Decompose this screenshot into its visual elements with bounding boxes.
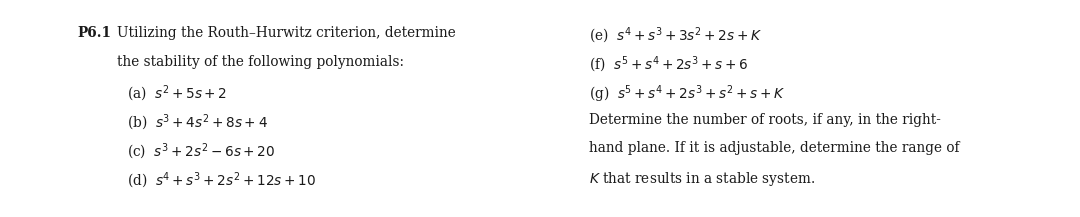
Text: (d)  $s^4 + s^3 + 2s^2 + 12s + 10$: (d) $s^4 + s^3 + 2s^2 + 12s + 10$ (127, 170, 316, 191)
Text: $K$ that results in a stable system.: $K$ that results in a stable system. (589, 170, 814, 188)
Text: Determine the number of roots, if any, in the right-: Determine the number of roots, if any, i… (589, 113, 941, 127)
Text: (b)  $s^3 + 4s^2 + 8s + 4$: (b) $s^3 + 4s^2 + 8s + 4$ (127, 113, 268, 133)
Text: (g)  $s^5 + s^4 + 2s^3 + s^2 + s + K$: (g) $s^5 + s^4 + 2s^3 + s^2 + s + K$ (589, 84, 785, 105)
Text: hand plane. If it is adjustable, determine the range of: hand plane. If it is adjustable, determi… (589, 141, 959, 156)
Text: Utilizing the Routh–Hurwitz criterion, determine: Utilizing the Routh–Hurwitz criterion, d… (117, 26, 456, 40)
Text: (e)  $s^4 + s^3 + 3s^2 + 2s + K$: (e) $s^4 + s^3 + 3s^2 + 2s + K$ (589, 26, 761, 46)
Text: P6.1: P6.1 (78, 26, 111, 40)
Text: (a)  $s^2 + 5s + 2$: (a) $s^2 + 5s + 2$ (127, 84, 228, 104)
Text: the stability of the following polynomials:: the stability of the following polynomia… (117, 55, 404, 69)
Text: (f)  $s^5 + s^4 + 2s^3 + s + 6$: (f) $s^5 + s^4 + 2s^3 + s + 6$ (589, 55, 748, 75)
Text: (c)  $s^3 + 2s^2 - 6s + 20$: (c) $s^3 + 2s^2 - 6s + 20$ (127, 141, 275, 162)
